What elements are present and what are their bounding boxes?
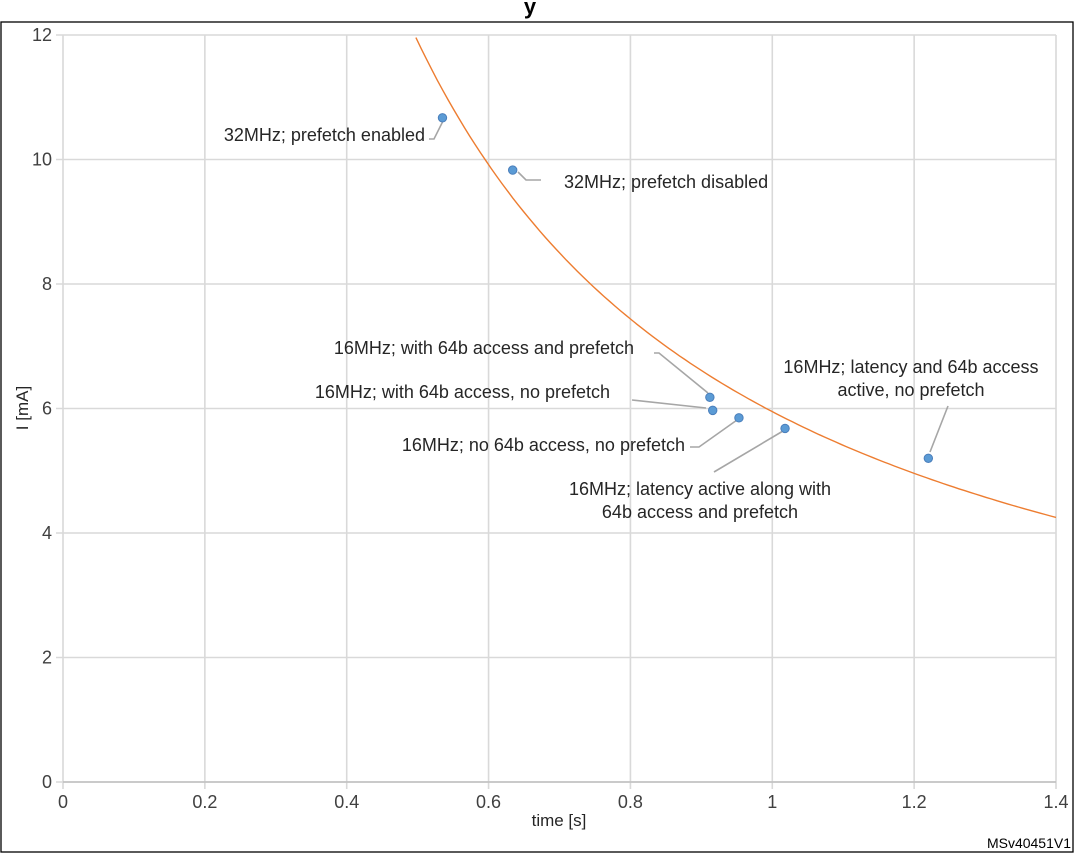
point-label: 16MHz; no 64b access, no prefetch: [402, 435, 685, 455]
point-label: 32MHz; prefetch disabled: [564, 172, 768, 192]
point-label-line: 16MHz; latency active along with: [569, 479, 831, 499]
point-label-line: 32MHz; prefetch disabled: [564, 172, 768, 192]
label-leader-line: [631, 399, 707, 409]
data-point: [780, 423, 790, 434]
trendline: [415, 37, 1057, 519]
x-tick-label: 0.8: [618, 792, 643, 812]
label-leader-line: [654, 352, 709, 394]
y-tick-label: 12: [32, 25, 52, 45]
x-tick-label: 0.6: [476, 792, 501, 812]
point-label: 32MHz; prefetch enabled: [224, 125, 425, 145]
point-label: 16MHz; latency and 64b access active, no …: [783, 357, 1038, 400]
x-tick-label: 1: [767, 792, 777, 812]
y-tick-label: 6: [42, 399, 52, 419]
label-leader-line: [429, 120, 444, 140]
point-label-line: 16MHz; latency and 64b access: [783, 357, 1038, 377]
data-point: [705, 392, 715, 402]
y-tick-label: 0: [42, 772, 52, 792]
data-point: [708, 405, 718, 416]
data-point: [923, 453, 934, 463]
figure-id: MSv40451V1: [987, 835, 1071, 851]
y-tick-label: 2: [42, 648, 52, 668]
y-axis-ticks: 0 2 4 6 8 10 12: [32, 25, 52, 792]
chart-frame: [0, 21, 1074, 853]
point-label-line: 16MHz; with 64b access and prefetch: [334, 338, 634, 358]
point-label: 16MHz; with 64b access and prefetch: [334, 338, 634, 358]
x-axis-ticks: 0 0.2 0.4 0.6 0.8 1 1.2 1.4: [58, 792, 1069, 812]
y-tick-label: 10: [32, 150, 52, 170]
chart-title-fragment: y: [524, 0, 537, 19]
x-axis-title: time [s]: [532, 811, 587, 830]
y-tick-label: 8: [42, 274, 52, 294]
data-point: [437, 113, 448, 123]
point-labels: 32MHz; prefetch enabled 32MHz; prefetch d…: [224, 125, 1039, 522]
point-label-line: 16MHz; with 64b access, no prefetch: [315, 382, 610, 402]
x-tick-label: 1.4: [1043, 792, 1068, 812]
x-tick-label: 0: [58, 792, 68, 812]
label-leader-line: [517, 171, 541, 181]
y-axis-title: I [mA]: [13, 386, 32, 430]
data-point: [734, 413, 744, 423]
point-label-line: 64b access and prefetch: [602, 502, 798, 522]
data-point: [507, 165, 518, 175]
point-label-line: 32MHz; prefetch enabled: [224, 125, 425, 145]
label-leader-line: [713, 430, 784, 473]
x-tick-label: 0.2: [192, 792, 217, 812]
x-tick-label: 1.2: [902, 792, 927, 812]
y-tick-label: 4: [42, 523, 52, 543]
point-label-line: 16MHz; no 64b access, no prefetch: [402, 435, 685, 455]
label-leader-line: [690, 419, 738, 448]
point-label: 16MHz; with 64b access, no prefetch: [315, 382, 610, 402]
label-leaders: [429, 120, 949, 473]
point-label: 16MHz; latency active along with 64b acce…: [569, 479, 831, 522]
label-leader-line: [929, 405, 949, 453]
x-tick-label: 0.4: [334, 792, 359, 812]
data-points: [437, 113, 934, 463]
point-label-line: active, no prefetch: [837, 380, 984, 400]
